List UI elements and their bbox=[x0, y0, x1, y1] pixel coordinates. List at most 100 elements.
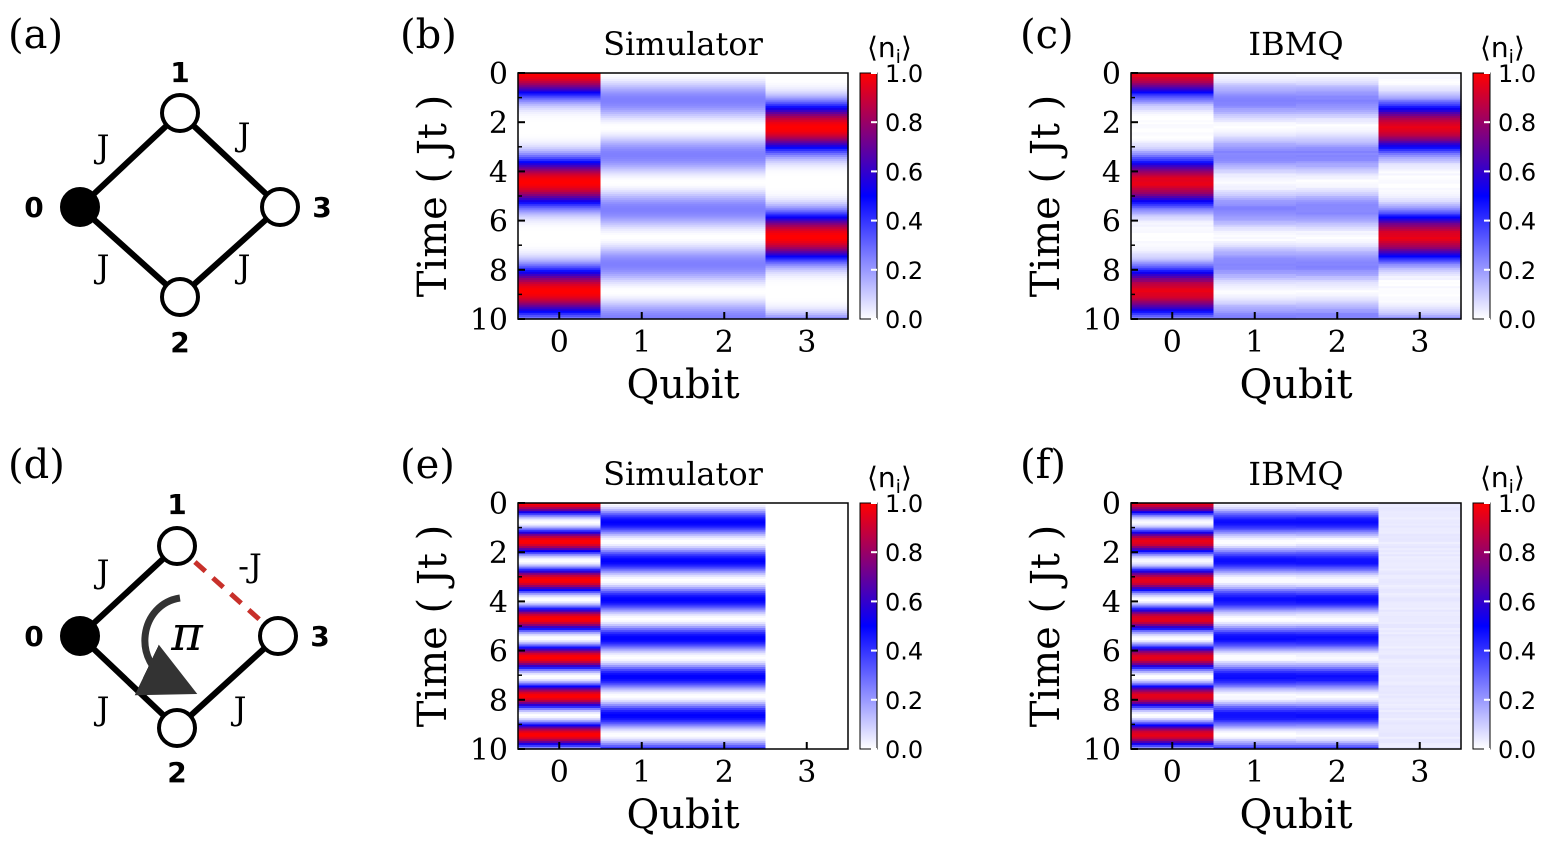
heatmap-cell bbox=[1131, 511, 1215, 514]
heatmap-cell bbox=[518, 161, 602, 164]
heatmap-cell bbox=[683, 613, 767, 617]
heatmap-cell bbox=[1296, 210, 1380, 213]
heatmap-cell bbox=[518, 226, 602, 230]
heatmap-cell bbox=[1378, 99, 1462, 103]
heatmap-cell bbox=[683, 693, 767, 697]
heatmap-cell bbox=[1213, 720, 1297, 723]
heatmap-cell bbox=[1378, 564, 1462, 568]
heatmap-cell bbox=[1378, 679, 1462, 682]
heatmap-cell bbox=[1296, 724, 1380, 728]
heatmap-cell bbox=[683, 519, 767, 523]
heatmap-cell bbox=[765, 175, 849, 179]
heatmap-cell bbox=[683, 144, 767, 148]
heatmap-cell bbox=[518, 157, 602, 160]
heatmap-cell bbox=[1296, 667, 1380, 670]
heatmap-cell bbox=[1378, 132, 1462, 136]
edge-label-2-3: J bbox=[231, 690, 247, 728]
heatmap-cell bbox=[1378, 308, 1462, 312]
heatmap-cell bbox=[518, 572, 602, 576]
heatmap-cell bbox=[1131, 251, 1215, 254]
heatmap-cell bbox=[1131, 249, 1215, 252]
heatmap-cell bbox=[683, 265, 767, 269]
heatmap-cell bbox=[683, 183, 767, 187]
node-1 bbox=[160, 93, 200, 133]
heatmap-cell bbox=[1131, 708, 1215, 711]
heatmap-cell bbox=[1213, 91, 1297, 95]
heatmap-cell bbox=[1378, 691, 1462, 695]
heatmap-cell bbox=[518, 304, 602, 308]
heatmap-cell bbox=[765, 259, 849, 263]
heatmap-cell bbox=[683, 738, 767, 742]
heatmap-cell bbox=[683, 546, 767, 549]
heatmap-cell bbox=[765, 658, 849, 662]
heatmap-cell bbox=[518, 204, 602, 207]
heatmap-cell bbox=[1213, 658, 1297, 662]
y-tick-label: 10 bbox=[470, 303, 508, 338]
heatmap-cell bbox=[1296, 525, 1380, 529]
heatmap-cell bbox=[1378, 544, 1462, 547]
heatmap-cell bbox=[518, 712, 602, 715]
heatmap-cell bbox=[600, 570, 684, 574]
heatmap-cell bbox=[518, 278, 602, 281]
heatmap-cell bbox=[1131, 738, 1215, 742]
edge-0-2 bbox=[77, 633, 180, 731]
heatmap-cell bbox=[1296, 116, 1380, 119]
heatmap-cell bbox=[518, 239, 602, 242]
heatmap-cell bbox=[1378, 271, 1462, 275]
colorbar-tick-label: 0.4 bbox=[885, 638, 923, 666]
heatmap-cell bbox=[1131, 265, 1215, 269]
heatmap-cell bbox=[683, 593, 767, 596]
heatmap-cell bbox=[1131, 599, 1215, 602]
heatmap-cell bbox=[1131, 505, 1215, 508]
heatmap-cell bbox=[518, 97, 602, 101]
heatmap-cell bbox=[1131, 601, 1215, 605]
heatmap-cell bbox=[1378, 167, 1462, 170]
heatmap-cell bbox=[765, 621, 849, 625]
heatmap-cell bbox=[1213, 218, 1297, 222]
heatmap-cell bbox=[1213, 216, 1297, 220]
colorbar-tick-label: 0.4 bbox=[1498, 208, 1536, 236]
heatmap-cell bbox=[1378, 548, 1462, 551]
heatmap-cell bbox=[1213, 204, 1297, 207]
heatmap-cell bbox=[683, 511, 767, 514]
heatmap-cell bbox=[518, 109, 602, 113]
heatmap-cell bbox=[765, 730, 849, 734]
heatmap-cell bbox=[1296, 582, 1380, 586]
heatmap-cell bbox=[1131, 275, 1215, 279]
heatmap-cell bbox=[1378, 173, 1462, 177]
heatmap-cell bbox=[518, 548, 602, 551]
heatmap-cell bbox=[600, 183, 684, 187]
heatmap-cell bbox=[765, 548, 849, 551]
heatmap-cell bbox=[765, 73, 849, 76]
node-label-0: 0 bbox=[24, 191, 43, 224]
heatmap-cell bbox=[518, 206, 602, 209]
heatmap-cell bbox=[1213, 228, 1297, 232]
heatmap-cell bbox=[600, 177, 684, 181]
heatmap-cell bbox=[600, 95, 684, 99]
heatmap-cell bbox=[1131, 208, 1215, 211]
heatmap-cell bbox=[518, 734, 602, 738]
heatmap-cell bbox=[765, 529, 849, 533]
heatmap-cell bbox=[765, 679, 849, 682]
heatmap-cell bbox=[1296, 505, 1380, 508]
heatmap-cell bbox=[600, 638, 684, 641]
heatmap-cell bbox=[1378, 128, 1462, 131]
heatmap-cell bbox=[1213, 703, 1297, 707]
heatmap-cell bbox=[518, 683, 602, 687]
heatmap-cell bbox=[1131, 654, 1215, 658]
heatmap-cell bbox=[1131, 280, 1215, 283]
heatmap-cell bbox=[1131, 607, 1215, 611]
heatmap-cell bbox=[1296, 601, 1380, 605]
heatmap-cell bbox=[600, 714, 684, 717]
heatmap-cell bbox=[1296, 650, 1380, 654]
heatmap-cell bbox=[518, 245, 602, 248]
heatmap-cell bbox=[1213, 157, 1297, 160]
heatmap-cell bbox=[1131, 632, 1215, 635]
heatmap-cell bbox=[683, 689, 767, 693]
heatmap-cell bbox=[600, 286, 684, 289]
heatmap-cell bbox=[683, 298, 767, 302]
heatmap-cell bbox=[683, 198, 767, 201]
heatmap-cell bbox=[1378, 202, 1462, 205]
heatmap-cell bbox=[600, 673, 684, 676]
